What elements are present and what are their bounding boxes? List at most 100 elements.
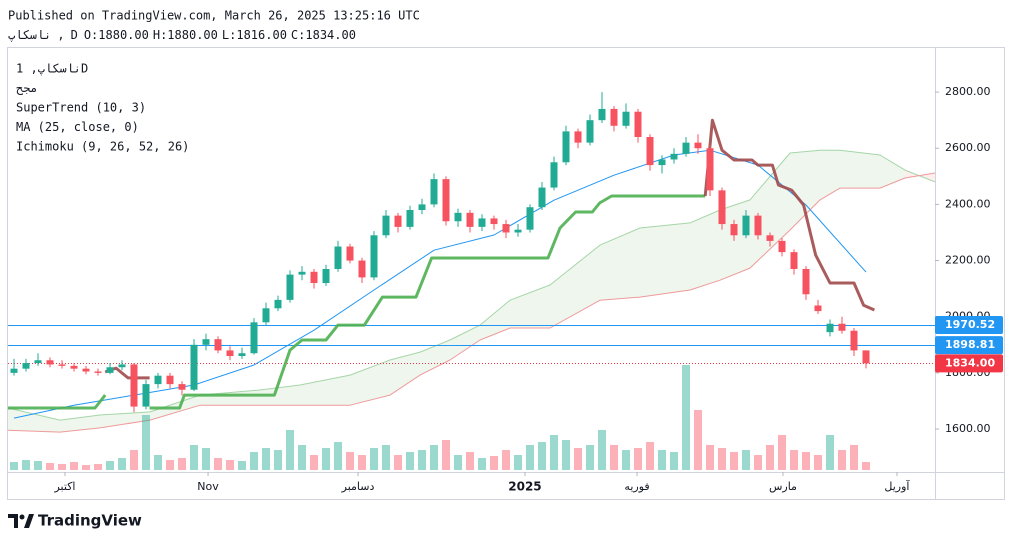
legend-entry: MA (25, close, 0) <box>16 120 139 134</box>
open: O:1880.00 <box>84 28 149 42</box>
candle-body <box>82 368 90 372</box>
volume-bar <box>250 452 258 470</box>
volume-bar <box>742 450 750 470</box>
candle-body <box>202 339 210 345</box>
volume-bar <box>238 461 246 470</box>
candle-body <box>610 108 618 126</box>
cloud-segment <box>790 150 820 230</box>
volume-bar <box>22 460 30 470</box>
candle-body <box>454 212 462 222</box>
y-tick-label: 1600.00 <box>945 422 991 435</box>
candle-body <box>370 235 378 278</box>
candle-body <box>622 111 630 126</box>
cloud-segment <box>510 285 550 328</box>
axes: 1600.001800.002000.002200.002400.002600.… <box>53 85 1003 494</box>
candle-body <box>682 142 690 154</box>
volume-bar <box>70 462 78 470</box>
price-label-box <box>935 354 1003 373</box>
volume-bar <box>778 435 786 470</box>
volume-bar <box>58 464 66 470</box>
candle-body <box>646 137 654 166</box>
candle-body <box>226 350 234 357</box>
candle-body <box>22 363 30 369</box>
candle-body <box>310 271 318 284</box>
x-tick-label: اکتبر <box>53 480 75 493</box>
candle-body <box>670 153 678 160</box>
candle-body <box>466 212 474 227</box>
y-tick-label: 2400.00 <box>945 197 991 210</box>
candle-body <box>298 271 306 275</box>
candle-body <box>586 120 594 143</box>
candle-body <box>334 246 342 269</box>
candle-body <box>154 375 162 385</box>
candle-body <box>346 246 354 261</box>
candle-body <box>478 218 486 227</box>
candle-body <box>658 159 666 166</box>
price-label: 1834.00 <box>945 356 995 369</box>
candle-body <box>394 215 402 227</box>
volume-bar <box>298 445 306 470</box>
cloud-segment <box>600 228 640 301</box>
candle-body <box>190 344 198 390</box>
separator: , <box>57 28 64 42</box>
volume-bar <box>202 448 210 470</box>
x-tick-label: 2025 <box>508 480 541 494</box>
volume-bar <box>190 445 198 470</box>
price-label: 1898.81 <box>945 338 995 351</box>
candle-body <box>286 274 294 300</box>
candles <box>10 92 870 413</box>
supertrend-line <box>149 194 706 410</box>
candle-body <box>766 235 774 241</box>
x-tick-label: فوریه <box>624 480 649 493</box>
volume-bar <box>790 450 798 470</box>
volume-bar <box>502 450 510 470</box>
candle-body <box>166 375 174 385</box>
cloud-segment <box>8 408 60 433</box>
ichimoku-cloud <box>8 149 935 433</box>
volume-bar <box>10 462 18 470</box>
volume-bar <box>682 365 690 470</box>
volume-bar <box>658 450 666 470</box>
candle-body <box>322 268 330 284</box>
candle-body <box>406 210 414 227</box>
brand-name: TradingView <box>38 512 142 530</box>
indicator-lines <box>8 118 935 419</box>
volume-bar <box>418 450 426 470</box>
candle-body <box>274 299 282 309</box>
candle-body <box>742 215 750 236</box>
volume-bar <box>826 435 834 470</box>
candle-body <box>250 322 258 354</box>
candle-body <box>34 360 42 364</box>
cloud-segment <box>350 360 390 406</box>
cloud-segment <box>100 411 150 428</box>
volume-bar <box>562 440 570 470</box>
candle-body <box>358 260 366 278</box>
price-label-box <box>935 336 1003 355</box>
candle-body <box>130 364 138 407</box>
candle-body <box>178 384 186 390</box>
volume-bar <box>490 456 498 470</box>
volume-bar <box>634 448 642 470</box>
price-label: 1970.52 <box>945 318 995 331</box>
candle-body <box>262 308 270 323</box>
candle-body <box>826 323 834 333</box>
candle-body <box>10 368 18 373</box>
volume-bar <box>538 442 546 470</box>
volume-bar <box>526 445 534 470</box>
candle-body <box>118 364 126 368</box>
cloud-segment <box>690 210 720 290</box>
candle-body <box>562 131 570 163</box>
volume-bar <box>214 458 222 470</box>
cloud-segment <box>480 300 510 340</box>
candle-body <box>46 360 54 365</box>
candle-body <box>502 224 510 233</box>
volume-bar <box>766 445 774 470</box>
candle-body <box>706 148 714 191</box>
candle-body <box>142 384 150 407</box>
candle-body <box>802 268 810 295</box>
legend-entry: SuperTrend (10, 3) <box>16 101 146 115</box>
cloud-segment <box>840 150 880 189</box>
x-tick-label: آوریل <box>884 479 910 493</box>
low: L:1816.00 <box>222 28 287 42</box>
volume-bar <box>130 450 138 470</box>
